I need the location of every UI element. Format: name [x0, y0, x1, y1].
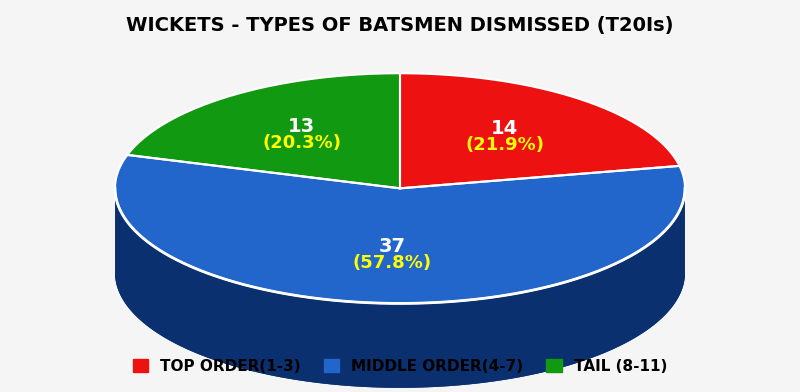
Legend: TOP ORDER(1-3), MIDDLE ORDER(4-7), TAIL (8-11): TOP ORDER(1-3), MIDDLE ORDER(4-7), TAIL …: [126, 353, 674, 380]
Text: 14: 14: [491, 119, 518, 138]
Text: 37: 37: [378, 237, 406, 256]
Text: (21.9%): (21.9%): [466, 136, 544, 154]
Polygon shape: [115, 188, 685, 388]
Text: (57.8%): (57.8%): [352, 254, 431, 272]
Text: (20.3%): (20.3%): [262, 134, 341, 152]
Text: 13: 13: [288, 117, 315, 136]
Text: WICKETS - TYPES OF BATSMEN DISMISSED (T20Is): WICKETS - TYPES OF BATSMEN DISMISSED (T2…: [126, 16, 674, 34]
Polygon shape: [127, 73, 400, 188]
Polygon shape: [115, 155, 685, 303]
Polygon shape: [115, 187, 685, 388]
Polygon shape: [400, 73, 679, 188]
